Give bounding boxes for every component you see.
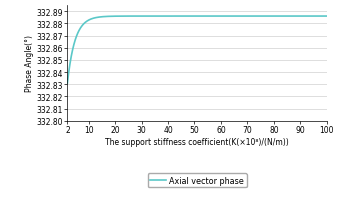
Axial vector phase [180, 16, 184, 18]
Axial vector phase [244, 16, 248, 18]
Axial vector phase [268, 16, 272, 18]
Axial vector phase [272, 16, 276, 18]
Axial vector phase [92, 18, 96, 20]
Axial vector phase [170, 16, 174, 18]
Legend: Axial vector phase: Axial vector phase [148, 174, 247, 187]
Axial vector phase [325, 16, 329, 18]
Y-axis label: Phase Angle(°): Phase Angle(°) [25, 35, 34, 92]
Line: Axial vector phase: Axial vector phase [67, 17, 327, 84]
X-axis label: The support stiffness coefficient(K(×10⁸)/(N/m)): The support stiffness coefficient(K(×10⁸… [105, 137, 289, 146]
Axial vector phase [65, 82, 69, 85]
Axial vector phase [279, 16, 283, 18]
